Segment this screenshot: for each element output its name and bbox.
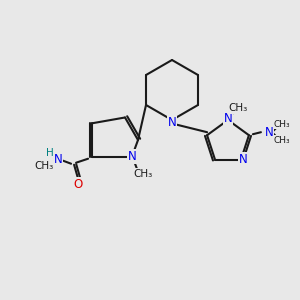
Text: N: N bbox=[168, 116, 176, 128]
Text: N: N bbox=[224, 112, 232, 124]
Text: CH₃: CH₃ bbox=[133, 169, 152, 179]
Text: CH₃: CH₃ bbox=[228, 103, 248, 113]
Text: CH₃: CH₃ bbox=[34, 161, 54, 171]
Text: N: N bbox=[128, 150, 136, 163]
Text: CH₃: CH₃ bbox=[274, 136, 290, 145]
Text: CH₃: CH₃ bbox=[274, 120, 290, 129]
Text: H: H bbox=[46, 148, 54, 158]
Text: N: N bbox=[54, 153, 62, 166]
Text: N: N bbox=[265, 126, 273, 139]
Text: N: N bbox=[238, 153, 247, 166]
Text: O: O bbox=[74, 178, 83, 191]
